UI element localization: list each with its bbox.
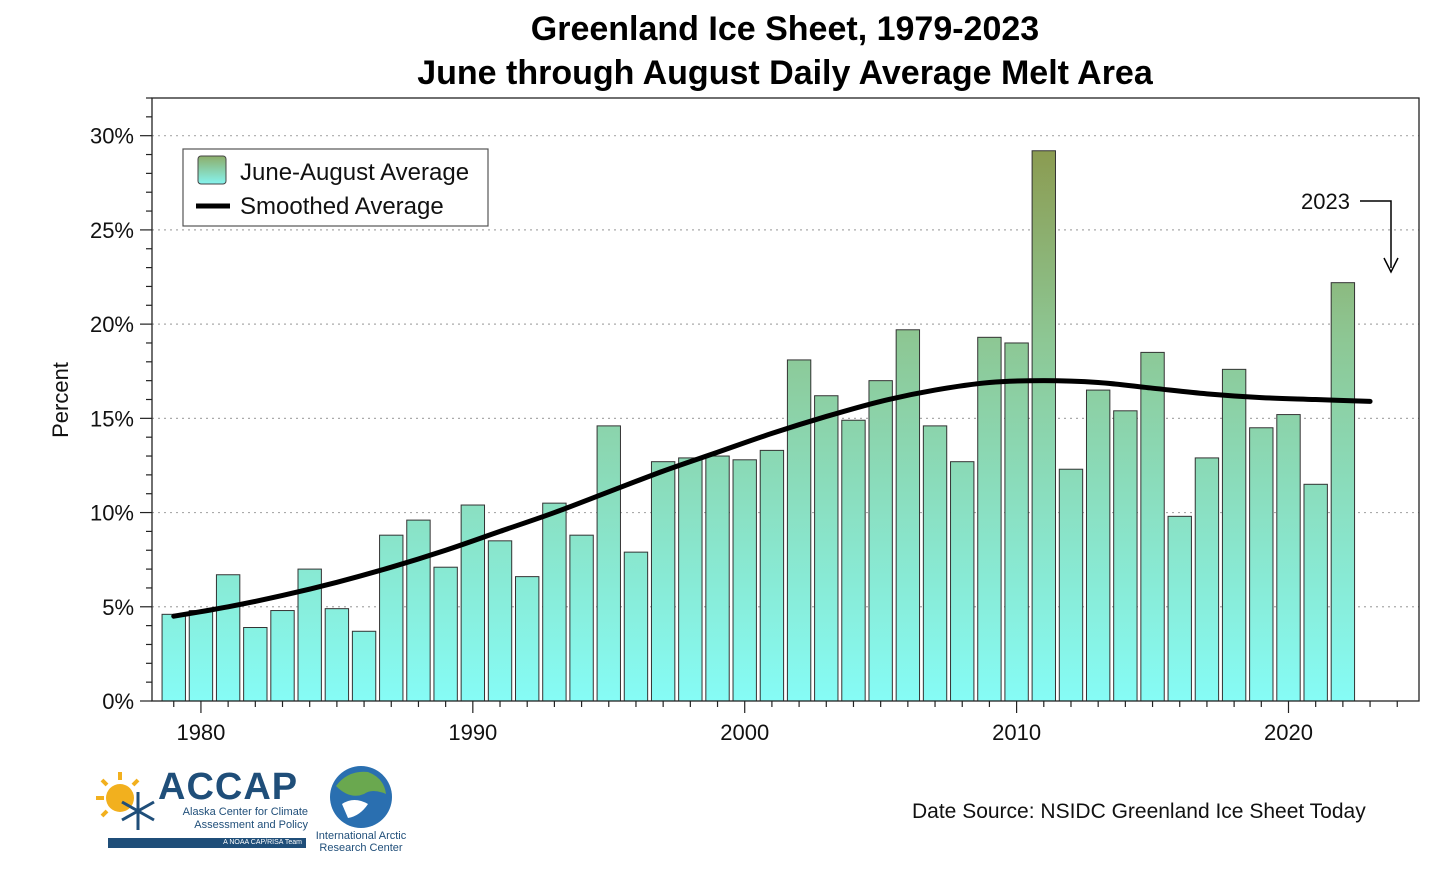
bar-1991 [487,540,513,702]
y-tick-label: 0% [102,689,134,714]
accap-line2: Assessment and Policy [194,819,308,831]
bar-2009 [977,336,1002,702]
accap-logo: ACCAP Alaska Center for Climate Assessme… [92,766,312,852]
x-tick-label: 1980 [176,720,225,745]
bar-1980 [188,610,214,702]
bar-1997 [650,461,676,702]
tick-labels: 0% 5% 10% 15% 20% 25% 30% 1980 1990 2000 2010 2020 [90,124,1313,745]
data-source-note: Date Source: NSIDC Greenland Ice Sheet T… [912,800,1366,823]
bar-2015 [1140,351,1165,702]
bar-2012 [1058,468,1084,702]
accap-name: ACCAP [158,766,299,808]
legend: June-August Average Smoothed Average [182,148,489,227]
legend-label-line: Smoothed Average [240,193,444,220]
globe-icon [330,766,392,828]
accap-band: A NOAA CAP/RISA Team [108,838,306,848]
annotation-label: 2023 [1301,189,1350,214]
bar-2004 [841,419,866,702]
bar-2014 [1113,410,1138,702]
iarc-name: International Arctic Research Center [306,830,416,854]
x-tick-label: 2010 [992,720,1041,745]
iarc-line2: Research Center [319,842,403,854]
axes [140,97,1420,713]
bar-2013 [1085,389,1111,702]
sun-snowflake-icon [96,772,155,830]
accap-line1: Alaska Center for Climate [182,806,308,818]
legend-bar-swatch [197,155,227,185]
y-axis-label: Percent [48,362,73,438]
bar-2006 [895,329,921,702]
chart-subtitle: June through August Daily Average Melt A… [417,54,1153,92]
bar-1987 [379,534,404,702]
gridlines [152,135,1419,608]
y-tick-label: 30% [90,124,134,149]
bar-1989 [433,566,458,702]
bar-2021 [1303,483,1328,702]
x-tick-label: 2000 [720,720,769,745]
legend-label-bars: June-August Average [240,159,469,186]
bar-1999 [705,455,730,702]
bar-1985 [324,608,350,702]
x-tick-label: 2020 [1264,720,1313,745]
bar-1986 [351,630,377,702]
bars [161,150,1356,702]
bar-2002 [786,359,812,702]
y-tick-label: 10% [90,501,134,526]
y-tick-label: 25% [90,218,134,243]
bar-1979 [161,613,186,702]
smoothed-average-line [171,378,1373,619]
smoothed-line-group [171,378,1373,619]
x-tick-label: 1990 [448,720,497,745]
annotation-2023: 2023 [1301,189,1399,274]
accap-subtitle: Alaska Center for Climate Assessment and… [158,806,308,832]
bar-2003 [814,395,839,702]
bar-2017 [1194,457,1220,702]
bar-1981 [215,574,241,702]
bar-1998 [678,457,703,702]
bar-1995 [596,425,621,702]
bar-2020 [1276,414,1301,702]
bar-2018 [1221,368,1247,702]
bar-1990 [460,504,486,702]
bar-2011 [1031,150,1056,702]
bar-2016 [1167,515,1192,702]
iarc-logo: International Arctic Research Center [306,764,416,856]
bar-1993 [542,502,567,702]
bar-2001 [759,449,785,702]
bar-1982 [243,627,268,702]
bar-1996 [623,551,649,702]
iarc-line1: International Arctic [315,830,407,842]
bar-1988 [406,519,431,702]
y-tick-label: 15% [90,406,134,431]
bar-2005 [868,380,893,702]
y-tick-label: 5% [102,595,134,620]
bar-2019 [1249,427,1274,702]
bar-1983 [270,610,295,702]
bar-2008 [950,461,975,702]
bar-2007 [922,425,948,702]
bar-1992 [515,576,540,702]
bar-2022 [1330,282,1356,702]
bar-1994 [569,534,594,702]
y-tick-label: 20% [90,312,134,337]
chart-title: Greenland Ice Sheet, 1979-2023 [530,10,1040,48]
bar-2010 [1004,342,1029,702]
bar-2000 [732,459,757,702]
